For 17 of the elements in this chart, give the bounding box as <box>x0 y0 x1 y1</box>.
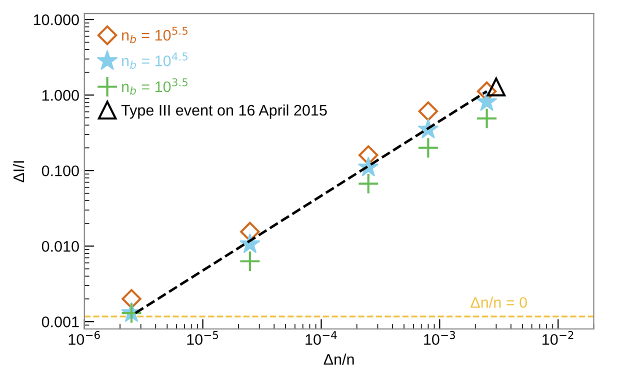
x-tick-label: 10$^{−2}$ <box>542 330 574 345</box>
legend-label: Type III event on 16 April 2015 <box>121 104 327 119</box>
legend-label: n$_{b}$ = 10$^{4.5}$ <box>122 52 188 69</box>
y-tick-label: 0.100 <box>42 165 79 176</box>
y-tick-label: 0.001 <box>42 316 79 328</box>
y-axis-title: ΔI/I <box>12 161 24 182</box>
x-tick-label: 10$^{−4}$ <box>306 331 337 345</box>
legend-label: n$_{b}$ = 10$^{3.5}$ <box>122 78 188 95</box>
ref-line-label: Δn/n = 0 <box>470 296 527 308</box>
x-tick-label: 10$^{−3}$ <box>424 330 455 345</box>
y-tick-label: 1.000 <box>42 90 79 101</box>
x-tick-label: 10$^{−6}$ <box>68 330 100 345</box>
x-tick-label: 10$^{−5}$ <box>187 331 218 345</box>
y-tick-label: 0.010 <box>42 240 79 252</box>
y-tick-label: 10.000 <box>34 14 79 26</box>
legend-label: n$_{b}$ = 10$^{5.5}$ <box>122 26 188 44</box>
x-axis-title: Δn/n <box>324 354 354 365</box>
